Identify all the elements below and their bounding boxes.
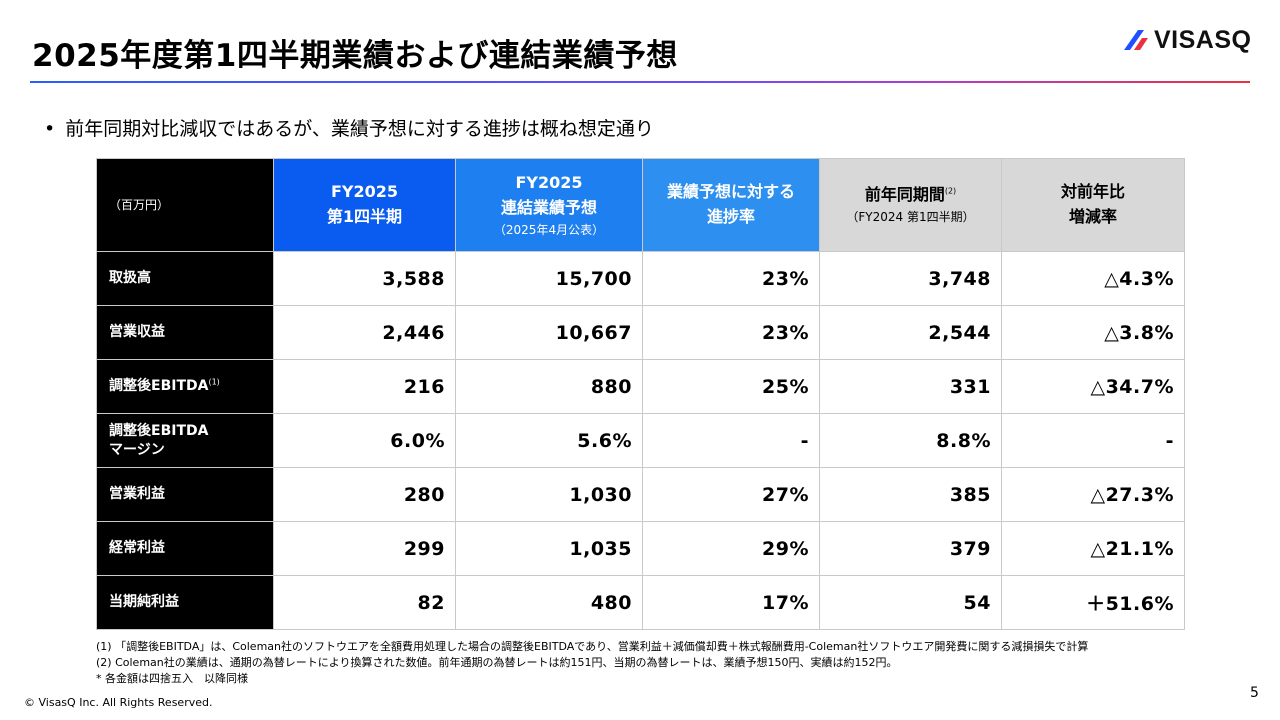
col-title: 対前年比 <box>1060 182 1125 202</box>
row-label: 営業利益 <box>96 467 274 522</box>
col-subtitle: 第1四半期 <box>326 207 403 226</box>
cell-value: 82 <box>273 575 456 630</box>
cell-value: 1,030 <box>455 467 643 522</box>
cell-value: - <box>642 413 820 468</box>
col-title: 業績予想に対する <box>666 182 795 202</box>
col-subtitle: 増減率 <box>1068 207 1117 226</box>
footnote-3: * 各金額は四捨五入 以降同様 <box>96 672 248 685</box>
col-note: （2025年4月公表） <box>493 222 605 237</box>
cell-value: 17% <box>642 575 820 630</box>
footnote-ref: (2) <box>944 186 957 196</box>
table-row: 経常利益 299 1,035 29% 379 △21.1% <box>96 521 1185 576</box>
col-subtitle: 進捗率 <box>706 207 755 226</box>
cell-value: 216 <box>273 359 456 414</box>
page-title: 2025年度第1四半期業績および連結業績予想 <box>32 38 678 74</box>
results-table: （百万円） FY2025 第1四半期 FY2025 連結業績予想 （2025年4… <box>96 158 1185 630</box>
row-label: 営業収益 <box>96 305 274 360</box>
col-title: FY2025 <box>515 172 583 192</box>
col-prior-period: 前年同期間(2) （FY2024 第1四半期） <box>819 158 1002 252</box>
page-number: 5 <box>1250 685 1259 701</box>
col-title: FY2025 <box>330 182 399 202</box>
cell-value: 379 <box>819 521 1002 576</box>
cell-value: 23% <box>642 305 820 360</box>
visasq-logo: VISASQ <box>1122 26 1251 54</box>
cell-value: 54 <box>819 575 1002 630</box>
title-underline <box>30 81 1250 83</box>
footnote-ref: (1) <box>208 377 220 387</box>
row-label: 取扱高 <box>96 251 274 306</box>
col-progress-rate: 業績予想に対する 進捗率 <box>642 158 820 252</box>
cell-value: 2,446 <box>273 305 456 360</box>
cell-value: △27.3% <box>1001 467 1185 522</box>
cell-value: 331 <box>819 359 1002 414</box>
cell-value: 6.0% <box>273 413 456 468</box>
row-label: 当期純利益 <box>96 575 274 630</box>
cell-value: 3,748 <box>819 251 1002 306</box>
cell-value: 280 <box>273 467 456 522</box>
cell-value: 29% <box>642 521 820 576</box>
col-fy2025-forecast: FY2025 連結業績予想 （2025年4月公表） <box>455 158 643 252</box>
summary-bullet: • 前年同期対比減収ではあるが、業績予想に対する進捗は概ね想定通り <box>44 114 654 141</box>
footnote-2: (2) Coleman社の業績は、通期の為替レートにより換算された数値。前年通期… <box>96 656 898 669</box>
copyright: © VisasQ Inc. All Rights Reserved. <box>24 696 213 709</box>
col-yoy-change: 対前年比 増減率 <box>1001 158 1185 252</box>
table-row: 営業収益 2,446 10,667 23% 2,544 △3.8% <box>96 305 1185 360</box>
cell-value: 2,544 <box>819 305 1002 360</box>
cell-value: 25% <box>642 359 820 414</box>
bullet-dot: • <box>44 118 56 140</box>
col-note: （FY2024 第1四半期） <box>846 210 975 225</box>
cell-value: △4.3% <box>1001 251 1185 306</box>
footnote-1: (1) 「調整後EBITDA」は、Coleman社のソフトウエアを全額費用処理し… <box>96 640 1089 653</box>
cell-value: 385 <box>819 467 1002 522</box>
cell-value: △3.8% <box>1001 305 1185 360</box>
cell-value: △21.1% <box>1001 521 1185 576</box>
table-row: 調整後EBITDA マージン 6.0% 5.6% -8.8% - <box>96 413 1185 468</box>
table-row: 当期純利益 82 480 17% 54 ＋51.6% <box>96 575 1185 630</box>
cell-value: △34.7% <box>1001 359 1185 414</box>
summary-text: 前年同期対比減収ではあるが、業績予想に対する進捗は概ね想定通り <box>65 118 654 140</box>
cell-value: 1,035 <box>455 521 643 576</box>
cell-value: 5.6% <box>455 413 643 468</box>
unit-label: （百万円） <box>96 158 274 252</box>
row-label: 調整後EBITDA(1) <box>96 359 274 414</box>
logo-text: VISASQ <box>1154 25 1252 54</box>
cell-value: 8.8% <box>819 413 1002 468</box>
cell-value: 3,588 <box>273 251 456 306</box>
col-subtitle: 連結業績予想 <box>500 197 597 217</box>
row-label: 経常利益 <box>96 521 274 576</box>
footnotes: (1) 「調整後EBITDA」は、Coleman社のソフトウエアを全額費用処理し… <box>96 639 1088 687</box>
table-row: 調整後EBITDA(1) 216 880 25% 331 △34.7% <box>96 359 1185 414</box>
cell-value: 23% <box>642 251 820 306</box>
table-row: 営業利益 280 1,030 27% 385 △27.3% <box>96 467 1185 522</box>
cell-value: 15,700 <box>455 251 643 306</box>
cell-value: 880 <box>455 359 643 414</box>
row-label: 調整後EBITDA マージン <box>96 413 274 468</box>
col-title: 前年同期間(2) <box>864 185 957 205</box>
col-fy2025-q1: FY2025 第1四半期 <box>273 158 456 252</box>
table-row: 取扱高 3,588 15,700 23% 3,748 △4.3% <box>96 251 1185 306</box>
table-header-row: （百万円） FY2025 第1四半期 FY2025 連結業績予想 （2025年4… <box>96 158 1185 252</box>
logo-slash-icon <box>1124 30 1148 50</box>
cell-value: ＋51.6% <box>1001 575 1185 630</box>
cell-value: 27% <box>642 467 820 522</box>
cell-value: 299 <box>273 521 456 576</box>
cell-value: 10,667 <box>455 305 643 360</box>
cell-value: - <box>1001 413 1185 468</box>
cell-value: 480 <box>455 575 643 630</box>
